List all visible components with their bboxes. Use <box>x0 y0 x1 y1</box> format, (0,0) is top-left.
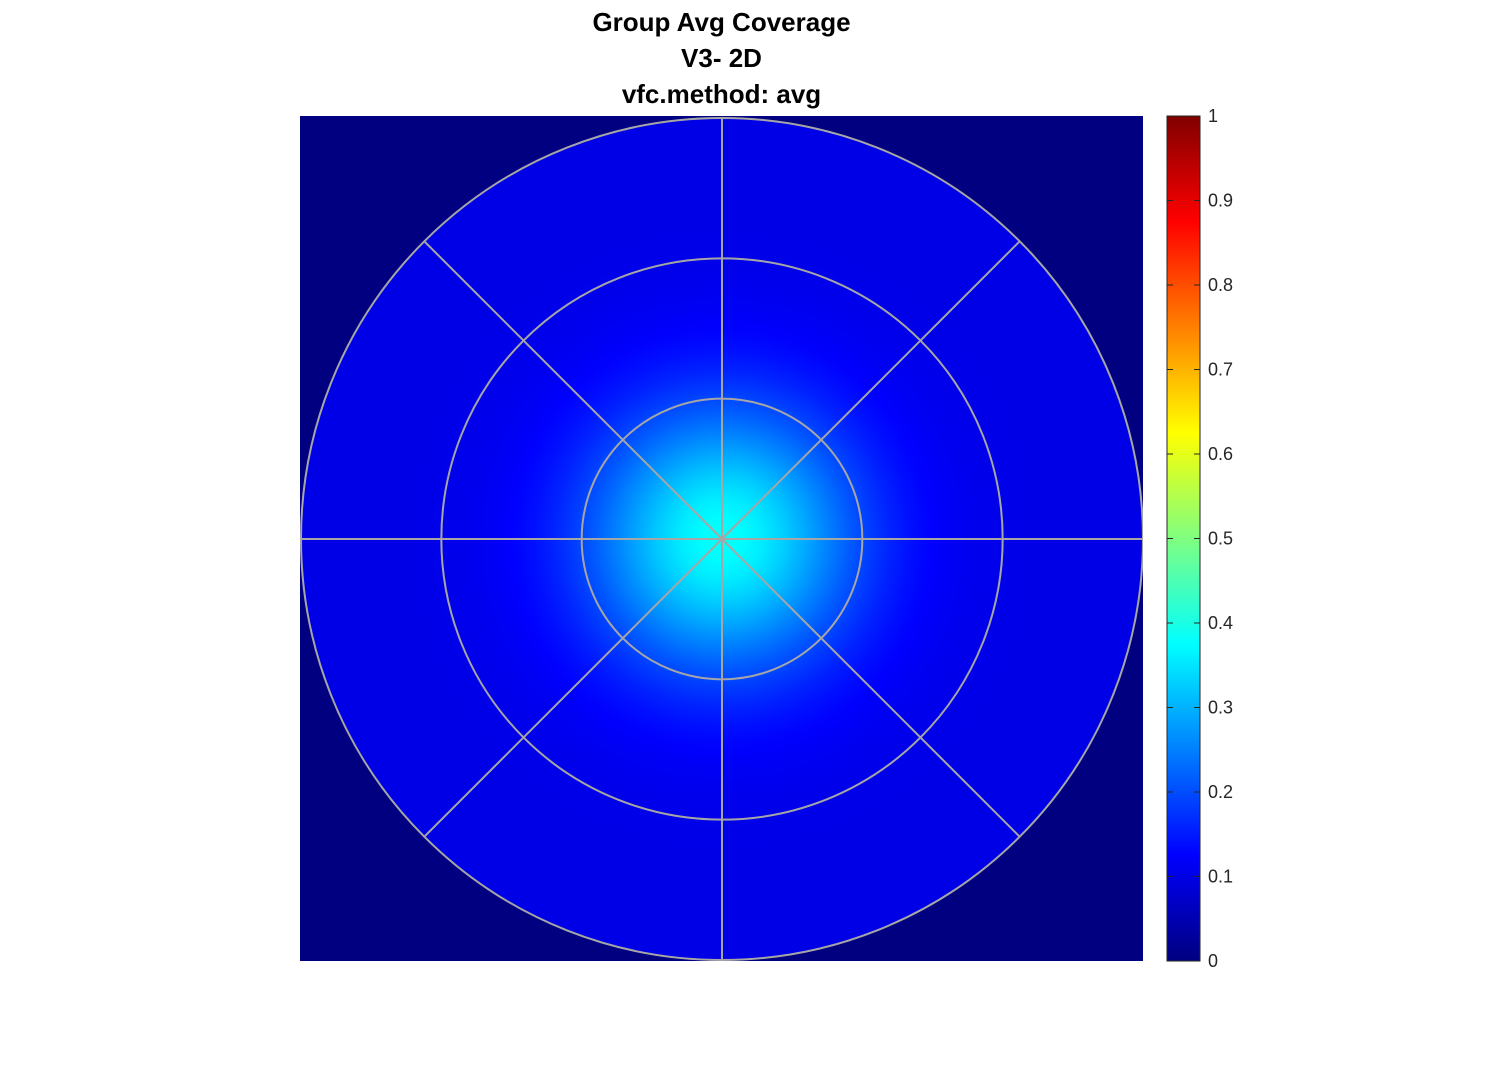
colorbar-tick-label: 0.1 <box>1208 867 1233 887</box>
colorbar-tick-label: 0 <box>1208 951 1218 971</box>
chart-title-line-3: vfc.method: avg <box>621 79 822 109</box>
grid-spoke-8 <box>721 538 1021 838</box>
colorbar: 0 0.1 0.2 0.3 0.4 0.5 0.6 0.7 0.8 0.9 1 <box>1166 106 1233 971</box>
colorbar-tick-label: 0.8 <box>1208 275 1233 295</box>
chart-title: Group Avg Coverage V3- 2D vfc.method: av… <box>300 4 1143 112</box>
grid-spoke-2 <box>721 240 1021 540</box>
chart-title-line-1: Group Avg Coverage <box>592 7 851 37</box>
colorbar-tick-label: 0.2 <box>1208 782 1233 802</box>
colorbar-tick-label: 0.9 <box>1208 191 1233 211</box>
chart-title-line-2: V3- 2D <box>681 43 762 73</box>
colorbar-tick-label: 1 <box>1208 106 1218 126</box>
colorbar-tick-label: 0.6 <box>1208 444 1233 464</box>
colorbar-tick-label: 0.4 <box>1208 613 1233 633</box>
colorbar-tick-label: 0.3 <box>1208 698 1233 718</box>
grid-spoke-4 <box>423 240 723 540</box>
grid-spoke-6 <box>423 538 723 838</box>
plot-axes <box>300 116 1143 961</box>
colorbar-tick-label: 0.5 <box>1208 529 1233 549</box>
colorbar-tick-label: 0.7 <box>1208 360 1233 380</box>
